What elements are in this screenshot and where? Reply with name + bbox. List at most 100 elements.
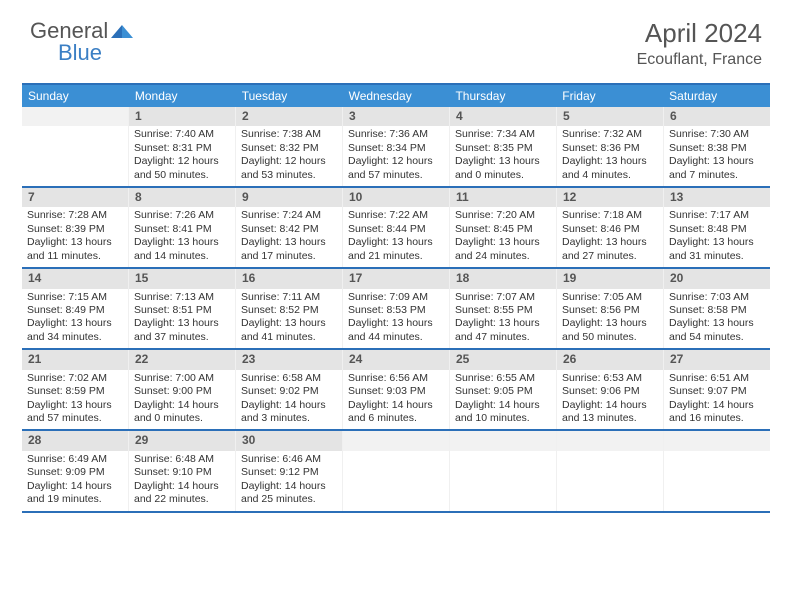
- sunset-text: Sunset: 8:44 PM: [348, 223, 444, 236]
- sunset-text: Sunset: 8:59 PM: [27, 385, 123, 398]
- sunrise-text: Sunrise: 7:07 AM: [455, 291, 551, 304]
- day-number: 9: [236, 188, 342, 207]
- week-row: 21Sunrise: 7:02 AMSunset: 8:59 PMDayligh…: [22, 350, 770, 431]
- day-number: 27: [664, 350, 770, 369]
- day-number: [450, 431, 556, 450]
- sunset-text: Sunset: 9:02 PM: [241, 385, 337, 398]
- day-cell: 11Sunrise: 7:20 AMSunset: 8:45 PMDayligh…: [450, 188, 557, 267]
- day-cell: 1Sunrise: 7:40 AMSunset: 8:31 PMDaylight…: [129, 107, 236, 186]
- daylight-text: Daylight: 13 hours and 24 minutes.: [455, 236, 551, 263]
- day-details: Sunrise: 7:00 AMSunset: 9:00 PMDaylight:…: [129, 370, 235, 430]
- day-number: 28: [22, 431, 128, 450]
- sunrise-text: Sunrise: 7:05 AM: [562, 291, 658, 304]
- day-number: 19: [557, 269, 663, 288]
- sunset-text: Sunset: 9:03 PM: [348, 385, 444, 398]
- day-details: Sunrise: 7:18 AMSunset: 8:46 PMDaylight:…: [557, 207, 663, 267]
- sunrise-text: Sunrise: 6:53 AM: [562, 372, 658, 385]
- day-details: Sunrise: 6:46 AMSunset: 9:12 PMDaylight:…: [236, 451, 342, 511]
- sunrise-text: Sunrise: 6:46 AM: [241, 453, 337, 466]
- sunrise-text: Sunrise: 7:24 AM: [241, 209, 337, 222]
- location: Ecouflant, France: [637, 51, 762, 69]
- day-details: Sunrise: 7:02 AMSunset: 8:59 PMDaylight:…: [22, 370, 128, 430]
- daylight-text: Daylight: 13 hours and 4 minutes.: [562, 155, 658, 182]
- month-title: April 2024: [637, 18, 762, 49]
- logo-text-2: Blue: [58, 40, 102, 66]
- day-details: Sunrise: 7:28 AMSunset: 8:39 PMDaylight:…: [22, 207, 128, 267]
- day-cell: 21Sunrise: 7:02 AMSunset: 8:59 PMDayligh…: [22, 350, 129, 429]
- day-number: 14: [22, 269, 128, 288]
- day-number: 26: [557, 350, 663, 369]
- sunrise-text: Sunrise: 6:48 AM: [134, 453, 230, 466]
- day-number: 2: [236, 107, 342, 126]
- sunrise-text: Sunrise: 7:22 AM: [348, 209, 444, 222]
- day-cell: 15Sunrise: 7:13 AMSunset: 8:51 PMDayligh…: [129, 269, 236, 348]
- day-number: 7: [22, 188, 128, 207]
- day-details: Sunrise: 7:03 AMSunset: 8:58 PMDaylight:…: [664, 289, 770, 349]
- sunrise-text: Sunrise: 6:55 AM: [455, 372, 551, 385]
- day-cell: 18Sunrise: 7:07 AMSunset: 8:55 PMDayligh…: [450, 269, 557, 348]
- day-number: [664, 431, 770, 450]
- day-cell: 8Sunrise: 7:26 AMSunset: 8:41 PMDaylight…: [129, 188, 236, 267]
- day-number: 3: [343, 107, 449, 126]
- day-header-row: SundayMondayTuesdayWednesdayThursdayFrid…: [22, 85, 770, 107]
- day-details: Sunrise: 7:26 AMSunset: 8:41 PMDaylight:…: [129, 207, 235, 267]
- day-number: 20: [664, 269, 770, 288]
- sunrise-text: Sunrise: 6:56 AM: [348, 372, 444, 385]
- day-number: 21: [22, 350, 128, 369]
- day-cell: 17Sunrise: 7:09 AMSunset: 8:53 PMDayligh…: [343, 269, 450, 348]
- day-cell: 14Sunrise: 7:15 AMSunset: 8:49 PMDayligh…: [22, 269, 129, 348]
- daylight-text: Daylight: 14 hours and 10 minutes.: [455, 399, 551, 426]
- day-number: 17: [343, 269, 449, 288]
- daylight-text: Daylight: 12 hours and 50 minutes.: [134, 155, 230, 182]
- title-block: April 2024 Ecouflant, France: [637, 18, 762, 69]
- daylight-text: Daylight: 13 hours and 27 minutes.: [562, 236, 658, 263]
- daylight-text: Daylight: 14 hours and 19 minutes.: [27, 480, 123, 507]
- sunset-text: Sunset: 9:10 PM: [134, 466, 230, 479]
- day-number: 5: [557, 107, 663, 126]
- sunrise-text: Sunrise: 7:30 AM: [669, 128, 765, 141]
- day-header: Sunday: [22, 85, 129, 107]
- sunset-text: Sunset: 8:52 PM: [241, 304, 337, 317]
- week-row: 1Sunrise: 7:40 AMSunset: 8:31 PMDaylight…: [22, 107, 770, 188]
- day-cell: [557, 431, 664, 510]
- daylight-text: Daylight: 14 hours and 6 minutes.: [348, 399, 444, 426]
- daylight-text: Daylight: 13 hours and 11 minutes.: [27, 236, 123, 263]
- sunrise-text: Sunrise: 7:11 AM: [241, 291, 337, 304]
- daylight-text: Daylight: 13 hours and 41 minutes.: [241, 317, 337, 344]
- day-cell: 13Sunrise: 7:17 AMSunset: 8:48 PMDayligh…: [664, 188, 770, 267]
- calendar: SundayMondayTuesdayWednesdayThursdayFrid…: [22, 83, 770, 513]
- day-details: Sunrise: 7:40 AMSunset: 8:31 PMDaylight:…: [129, 126, 235, 186]
- sunset-text: Sunset: 8:32 PM: [241, 142, 337, 155]
- day-cell: 22Sunrise: 7:00 AMSunset: 9:00 PMDayligh…: [129, 350, 236, 429]
- day-details: Sunrise: 6:56 AMSunset: 9:03 PMDaylight:…: [343, 370, 449, 430]
- sunset-text: Sunset: 9:12 PM: [241, 466, 337, 479]
- day-details: Sunrise: 6:55 AMSunset: 9:05 PMDaylight:…: [450, 370, 556, 430]
- daylight-text: Daylight: 13 hours and 17 minutes.: [241, 236, 337, 263]
- daylight-text: Daylight: 13 hours and 54 minutes.: [669, 317, 765, 344]
- day-details: Sunrise: 7:11 AMSunset: 8:52 PMDaylight:…: [236, 289, 342, 349]
- daylight-text: Daylight: 14 hours and 22 minutes.: [134, 480, 230, 507]
- day-cell: 20Sunrise: 7:03 AMSunset: 8:58 PMDayligh…: [664, 269, 770, 348]
- day-header: Thursday: [449, 85, 556, 107]
- day-cell: 30Sunrise: 6:46 AMSunset: 9:12 PMDayligh…: [236, 431, 343, 510]
- daylight-text: Daylight: 12 hours and 53 minutes.: [241, 155, 337, 182]
- day-details: [450, 451, 556, 457]
- daylight-text: Daylight: 14 hours and 16 minutes.: [669, 399, 765, 426]
- sunset-text: Sunset: 8:49 PM: [27, 304, 123, 317]
- day-cell: 6Sunrise: 7:30 AMSunset: 8:38 PMDaylight…: [664, 107, 770, 186]
- day-details: [664, 451, 770, 457]
- logo-triangle-icon: [111, 18, 133, 44]
- day-number: 6: [664, 107, 770, 126]
- day-cell: 2Sunrise: 7:38 AMSunset: 8:32 PMDaylight…: [236, 107, 343, 186]
- day-header: Saturday: [663, 85, 770, 107]
- day-details: Sunrise: 6:53 AMSunset: 9:06 PMDaylight:…: [557, 370, 663, 430]
- day-details: Sunrise: 6:48 AMSunset: 9:10 PMDaylight:…: [129, 451, 235, 511]
- sunset-text: Sunset: 8:51 PM: [134, 304, 230, 317]
- day-cell: 24Sunrise: 6:56 AMSunset: 9:03 PMDayligh…: [343, 350, 450, 429]
- daylight-text: Daylight: 13 hours and 57 minutes.: [27, 399, 123, 426]
- day-number: 18: [450, 269, 556, 288]
- day-number: 10: [343, 188, 449, 207]
- day-number: [343, 431, 449, 450]
- day-details: Sunrise: 7:36 AMSunset: 8:34 PMDaylight:…: [343, 126, 449, 186]
- day-number: 23: [236, 350, 342, 369]
